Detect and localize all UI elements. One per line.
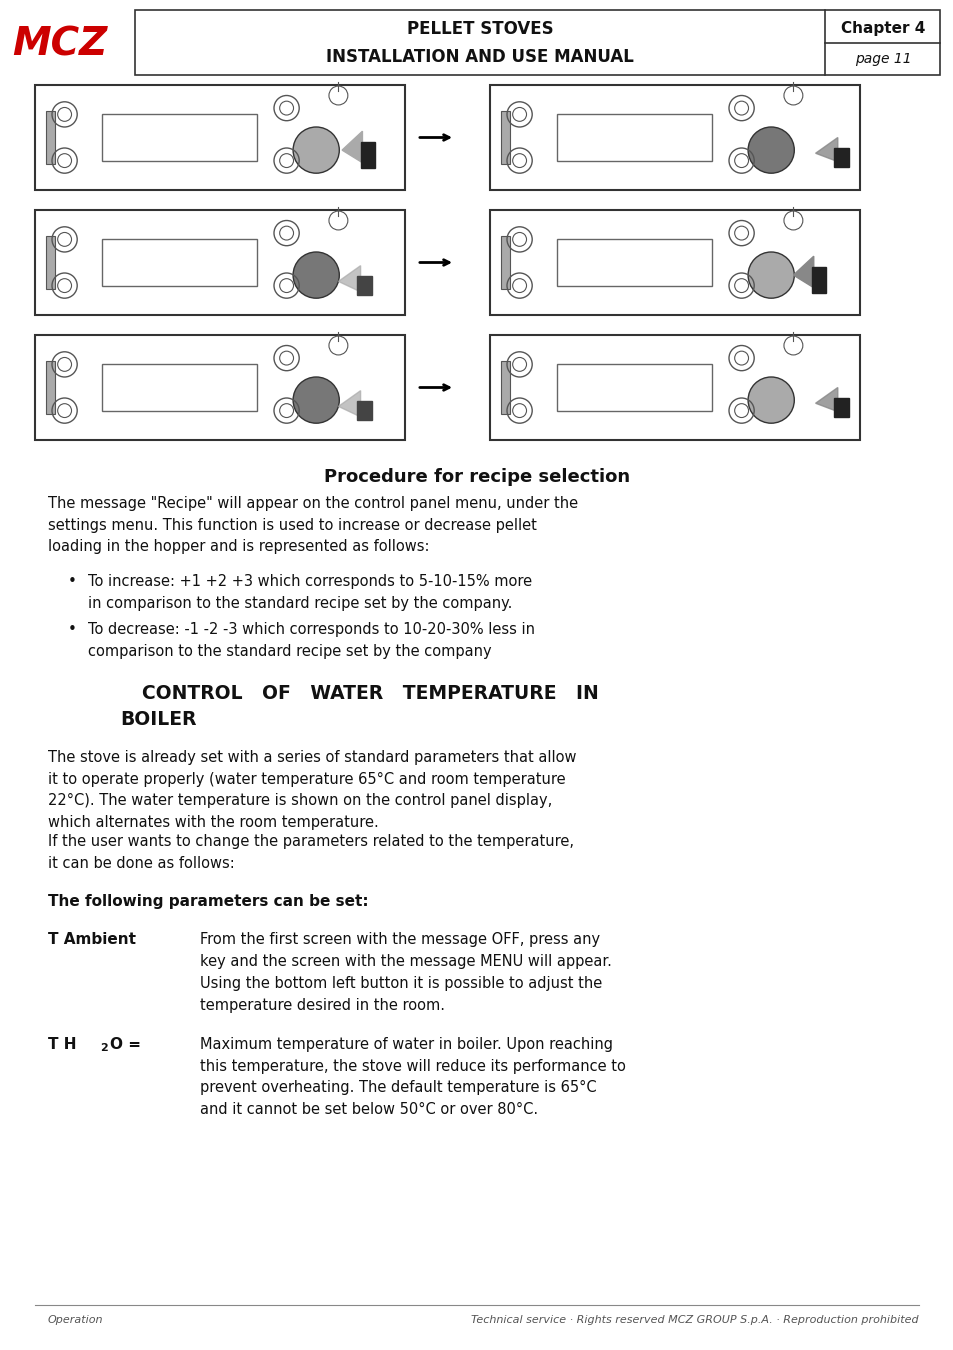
Circle shape bbox=[293, 252, 339, 298]
Circle shape bbox=[293, 377, 339, 423]
Text: The message "Recipe" will appear on the control panel menu, under the
settings m: The message "Recipe" will appear on the … bbox=[48, 495, 578, 555]
Bar bbox=[556, 364, 711, 410]
Text: Maximum temperature of water in boiler. Upon reaching
this temperature, the stov: Maximum temperature of water in boiler. … bbox=[200, 1037, 625, 1116]
Bar bbox=[490, 211, 859, 315]
Bar bbox=[101, 115, 256, 161]
Bar bbox=[46, 362, 55, 413]
Bar bbox=[811, 267, 825, 293]
Circle shape bbox=[747, 377, 794, 423]
Polygon shape bbox=[338, 266, 360, 292]
Polygon shape bbox=[815, 138, 837, 162]
Text: To increase: +1 +2 +3 which corresponds to 5-10-15% more
in comparison to the st: To increase: +1 +2 +3 which corresponds … bbox=[88, 574, 532, 610]
Text: MCZ: MCZ bbox=[12, 26, 108, 63]
Circle shape bbox=[293, 127, 339, 173]
Text: BOILER: BOILER bbox=[120, 710, 196, 729]
Text: PELLET STOVES: PELLET STOVES bbox=[406, 20, 553, 39]
Bar bbox=[356, 277, 372, 296]
Text: To decrease: -1 -2 -3 which corresponds to 10-20-30% less in
comparison to the s: To decrease: -1 -2 -3 which corresponds … bbox=[88, 622, 535, 659]
Bar bbox=[556, 239, 711, 286]
Bar bbox=[46, 111, 55, 163]
Bar bbox=[135, 9, 939, 76]
Text: T H: T H bbox=[48, 1037, 76, 1052]
Text: •: • bbox=[68, 622, 77, 637]
Bar bbox=[833, 398, 848, 417]
Polygon shape bbox=[338, 390, 360, 417]
Text: Chapter 4: Chapter 4 bbox=[840, 20, 924, 35]
Bar bbox=[35, 211, 405, 315]
Text: O =: O = bbox=[110, 1037, 141, 1052]
Text: page 11: page 11 bbox=[854, 51, 910, 66]
Bar bbox=[500, 362, 510, 413]
Bar bbox=[490, 85, 859, 190]
Polygon shape bbox=[793, 256, 813, 288]
Bar bbox=[500, 111, 510, 163]
Circle shape bbox=[747, 252, 794, 298]
Bar bbox=[360, 142, 375, 167]
Bar bbox=[35, 85, 405, 190]
Bar bbox=[46, 236, 55, 289]
Text: The following parameters can be set:: The following parameters can be set: bbox=[48, 894, 368, 909]
Bar bbox=[101, 239, 256, 286]
Text: From the first screen with the message OFF, press any
key and the screen with th: From the first screen with the message O… bbox=[200, 931, 611, 968]
Text: 2: 2 bbox=[100, 1044, 108, 1053]
Text: INSTALLATION AND USE MANUAL: INSTALLATION AND USE MANUAL bbox=[326, 47, 634, 66]
Bar bbox=[356, 401, 372, 420]
Text: •: • bbox=[68, 574, 77, 589]
Text: Operation: Operation bbox=[48, 1315, 103, 1324]
Bar bbox=[490, 335, 859, 440]
Text: The stove is already set with a series of standard parameters that allow
it to o: The stove is already set with a series o… bbox=[48, 751, 576, 830]
Circle shape bbox=[747, 127, 794, 173]
Text: Using the bottom left button it is possible to adjust the
temperature desired in: Using the bottom left button it is possi… bbox=[200, 976, 601, 1012]
Text: CONTROL   OF   WATER   TEMPERATURE   IN: CONTROL OF WATER TEMPERATURE IN bbox=[141, 684, 598, 703]
Bar bbox=[101, 364, 256, 410]
Text: Technical service · Rights reserved MCZ GROUP S.p.A. · Reproduction prohibited: Technical service · Rights reserved MCZ … bbox=[471, 1315, 918, 1324]
Polygon shape bbox=[342, 131, 362, 163]
Text: If the user wants to change the parameters related to the temperature,
it can be: If the user wants to change the paramete… bbox=[48, 834, 574, 871]
Bar bbox=[833, 148, 848, 167]
Text: T Ambient: T Ambient bbox=[48, 931, 136, 946]
Bar bbox=[35, 335, 405, 440]
Text: Procedure for recipe selection: Procedure for recipe selection bbox=[324, 468, 629, 486]
Polygon shape bbox=[815, 387, 837, 412]
Bar bbox=[500, 236, 510, 289]
Bar bbox=[556, 115, 711, 161]
